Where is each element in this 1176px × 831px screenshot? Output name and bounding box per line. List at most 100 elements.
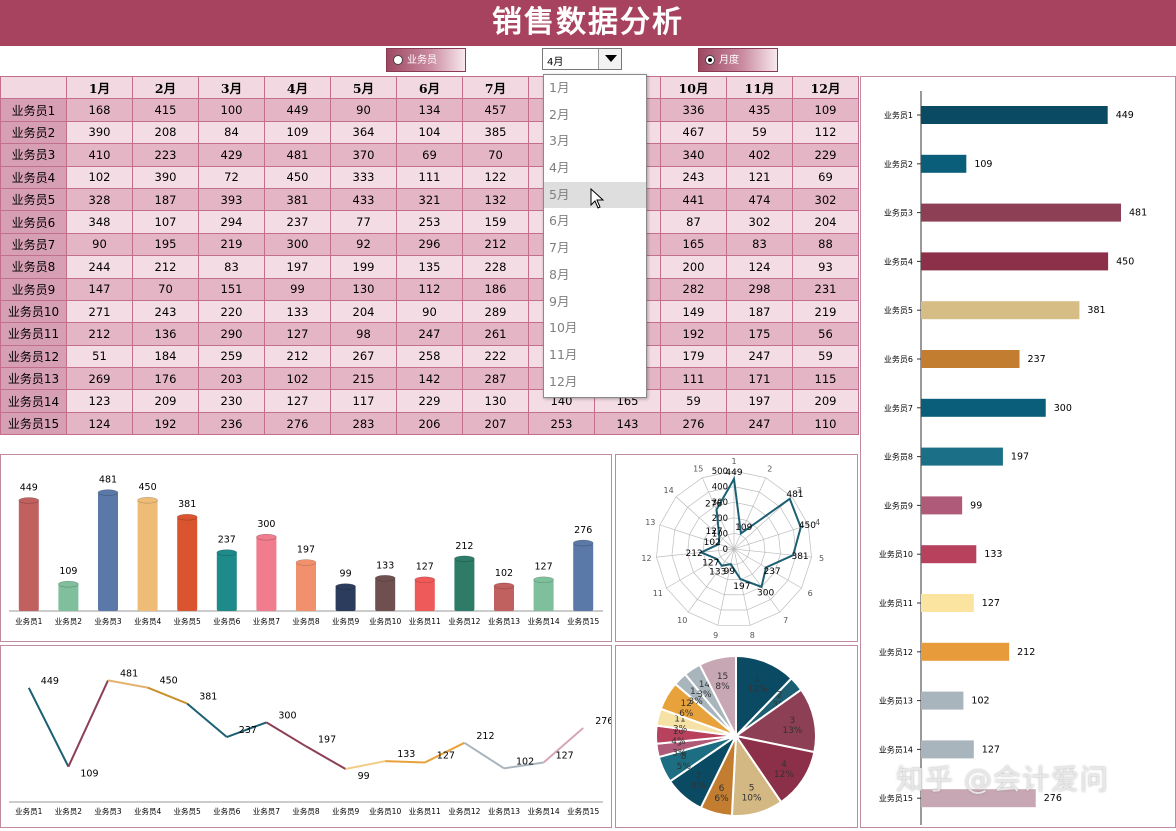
- table-cell: 294: [198, 210, 265, 234]
- pie-chart-panel: 112%23%313%412%510%66%78%85%93%104%113%1…: [615, 645, 858, 828]
- pie-percent-label: 8%: [715, 682, 730, 692]
- column-bar: [98, 492, 118, 611]
- option-month[interactable]: 月度: [698, 48, 778, 72]
- hbar-bar: [921, 496, 963, 515]
- y-tick-label: 业务员13: [879, 696, 913, 706]
- table-cell: 259: [198, 344, 265, 369]
- table-cell: 59: [726, 120, 793, 145]
- radar-spoke: [717, 548, 735, 626]
- table-cell: 429: [198, 143, 265, 167]
- table-cell: 206: [396, 411, 463, 436]
- table-cell: 192: [132, 411, 199, 436]
- table-cell: 237: [264, 210, 331, 234]
- table-cell: 298: [726, 277, 793, 301]
- line-data-label: 197: [318, 734, 336, 745]
- dropdown-option[interactable]: 12月: [549, 373, 578, 389]
- hbar-data-label: 450: [1116, 256, 1134, 267]
- table-cell: 276: [660, 411, 727, 436]
- column-bar: [256, 537, 277, 611]
- pie-slice-label: 11: [674, 714, 685, 724]
- radar-data-label: 127: [702, 558, 719, 568]
- line-segment: [305, 745, 347, 770]
- dropdown-option[interactable]: 10月: [549, 320, 578, 336]
- radar-data-label: 133: [709, 567, 726, 577]
- page-title: 销售数据分析: [0, 0, 1176, 46]
- table-cell: 100: [198, 98, 265, 122]
- dropdown-option[interactable]: 8月: [549, 266, 570, 282]
- pie-slice-label: 5: [749, 783, 755, 793]
- table-cell: 135: [396, 255, 463, 279]
- table-cell: 104: [396, 120, 463, 145]
- hbar-data-label: 102: [971, 696, 989, 707]
- radar-spoke: [733, 477, 767, 550]
- radar-data-label: 102: [704, 538, 721, 548]
- x-tick-label: 业务员10: [369, 616, 401, 626]
- month-dropdown-list[interactable]: 1月 2月 3月 4月 5月 6月 7月 8月 9月 10月 11月 12月: [543, 74, 647, 398]
- column-bar-group: [335, 583, 356, 611]
- radar-series: [698, 475, 802, 589]
- table-cell: 111: [660, 367, 727, 391]
- data-label: 450: [139, 482, 157, 493]
- y-tick-label: 业务员2: [884, 159, 913, 169]
- y-tick-label: 业务员15: [879, 793, 913, 803]
- table-cell: 390: [66, 120, 133, 145]
- dropdown-option[interactable]: 2月: [549, 106, 570, 122]
- mouse-pointer-icon: [590, 188, 605, 209]
- table-cell: 204: [792, 210, 859, 234]
- table-row: 业务员12 51 184 259 212 267 258 222 179 247 59: [0, 344, 859, 369]
- dropdown-option[interactable]: 7月: [549, 240, 570, 256]
- month-combobox[interactable]: 4月: [542, 48, 622, 70]
- radar-data-label: 197: [733, 582, 750, 592]
- table-cell: 212: [132, 255, 199, 279]
- radio-selected-icon[interactable]: [705, 55, 715, 65]
- pie-percent-label: 3%: [697, 690, 712, 700]
- x-tick-label: 业务员14: [528, 806, 560, 816]
- table-cell: 102: [66, 165, 133, 189]
- table-cell: 203: [198, 367, 265, 391]
- table-cell: 244: [66, 255, 133, 279]
- dropdown-button[interactable]: [598, 49, 621, 69]
- pie-percent-label: 4%: [671, 737, 686, 747]
- option-salesperson[interactable]: 业务员: [386, 48, 466, 72]
- dropdown-option[interactable]: 4月: [549, 160, 570, 176]
- table-cell: 69: [792, 165, 859, 189]
- table-cell: 229: [792, 143, 859, 167]
- radar-data-label: 127: [705, 527, 722, 537]
- column-bar-top: [18, 497, 40, 504]
- data-label: 481: [99, 475, 117, 486]
- row-label: 业务员9: [0, 277, 67, 301]
- table-cell: 83: [198, 255, 265, 279]
- table-cell: 70: [462, 143, 529, 167]
- y-tick-label: 业务员9: [884, 500, 913, 510]
- radar-axis-label: 4: [815, 518, 820, 527]
- table-cell: 59: [660, 389, 727, 413]
- hbar-bar: [921, 545, 977, 564]
- table-cell: 219: [198, 232, 265, 257]
- data-label: 381: [178, 499, 196, 510]
- chevron-down-icon: [605, 55, 617, 62]
- radio-icon[interactable]: [393, 55, 403, 65]
- y-tick-label: 业务员11: [879, 598, 913, 608]
- pie-slice-label: 13: [690, 687, 701, 697]
- table-cell: 247: [396, 322, 463, 346]
- col-header: 6月: [396, 75, 463, 100]
- table-cell: 269: [66, 367, 133, 391]
- dropdown-option[interactable]: 9月: [549, 293, 570, 309]
- table-cell: 282: [660, 277, 727, 301]
- pie-slice-label: 12: [681, 699, 692, 709]
- hbar-data-label: 133: [984, 549, 1002, 560]
- radar-spoke: [666, 548, 735, 589]
- column-bar-top: [335, 583, 356, 590]
- dropdown-option[interactable]: 6月: [549, 213, 570, 229]
- dropdown-option[interactable]: 11月: [549, 346, 578, 362]
- table-corner: [0, 75, 67, 100]
- dropdown-option[interactable]: 1月: [549, 80, 570, 95]
- pie-percent-label: 5%: [677, 762, 692, 772]
- col-header: 5月: [330, 75, 397, 100]
- x-tick-label: 业务员6: [213, 616, 240, 626]
- table-row: 业务员8 244 212 83 197 199 135 228 200 124 93: [0, 255, 859, 279]
- table-cell: 109: [264, 120, 331, 145]
- dropdown-option[interactable]: 3月: [549, 133, 570, 149]
- hbar-bar: [921, 642, 1010, 661]
